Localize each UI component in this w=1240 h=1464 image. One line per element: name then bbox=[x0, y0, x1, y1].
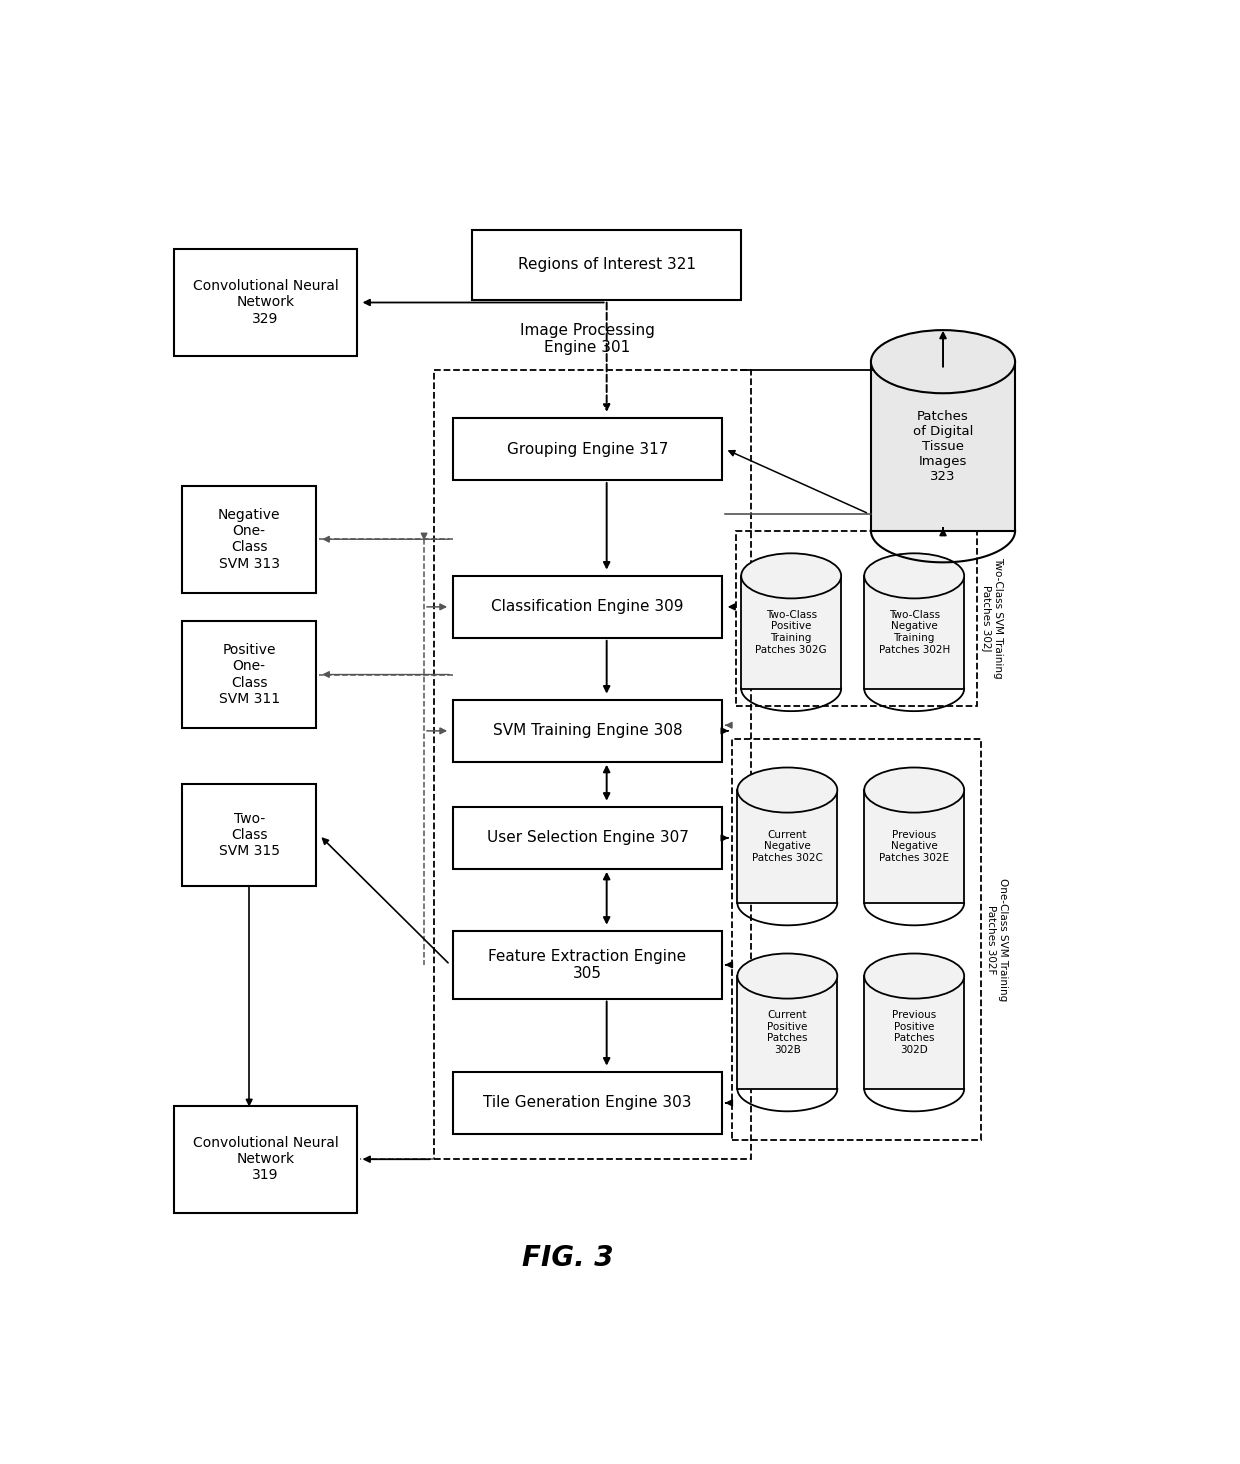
Bar bbox=[453, 1072, 722, 1133]
Text: Patches
of Digital
Tissue
Images
323: Patches of Digital Tissue Images 323 bbox=[913, 410, 973, 483]
Bar bbox=[864, 575, 965, 688]
Bar bbox=[453, 700, 722, 761]
Bar bbox=[864, 791, 965, 903]
Bar bbox=[738, 791, 837, 903]
Text: Negative
One-
Class
SVM 313: Negative One- Class SVM 313 bbox=[218, 508, 280, 571]
Bar bbox=[453, 419, 722, 480]
Ellipse shape bbox=[864, 553, 965, 599]
Ellipse shape bbox=[864, 953, 965, 998]
Text: Previous
Positive
Patches
302D: Previous Positive Patches 302D bbox=[892, 1010, 936, 1056]
Text: Two-Class
Negative
Training
Patches 302H: Two-Class Negative Training Patches 302H bbox=[879, 610, 950, 654]
Text: Current
Positive
Patches
302B: Current Positive Patches 302B bbox=[768, 1010, 807, 1056]
Ellipse shape bbox=[870, 329, 1016, 394]
Text: Two-Class
Positive
Training
Patches 302G: Two-Class Positive Training Patches 302G bbox=[755, 610, 827, 654]
Text: User Selection Engine 307: User Selection Engine 307 bbox=[486, 830, 688, 845]
Text: Positive
One-
Class
SVM 311: Positive One- Class SVM 311 bbox=[218, 643, 280, 706]
Text: Current
Negative
Patches 302C: Current Negative Patches 302C bbox=[751, 830, 823, 862]
Text: Two-
Class
SVM 315: Two- Class SVM 315 bbox=[218, 813, 280, 858]
Bar bbox=[182, 486, 316, 593]
Bar bbox=[174, 1105, 357, 1212]
Ellipse shape bbox=[738, 953, 837, 998]
Text: Classification Engine 309: Classification Engine 309 bbox=[491, 599, 683, 615]
Ellipse shape bbox=[738, 767, 837, 813]
Bar bbox=[434, 369, 750, 1158]
Bar bbox=[732, 739, 982, 1139]
Text: One-Class SVM Training
Patches 302F: One-Class SVM Training Patches 302F bbox=[986, 878, 1008, 1001]
Bar bbox=[870, 362, 1016, 531]
Ellipse shape bbox=[864, 767, 965, 813]
Text: Feature Extraction Engine
305: Feature Extraction Engine 305 bbox=[489, 949, 687, 981]
Bar bbox=[737, 531, 977, 706]
Text: SVM Training Engine 308: SVM Training Engine 308 bbox=[492, 723, 682, 738]
Bar bbox=[174, 249, 357, 356]
Bar bbox=[453, 807, 722, 870]
Ellipse shape bbox=[742, 553, 841, 599]
Text: Convolutional Neural
Network
329: Convolutional Neural Network 329 bbox=[192, 280, 339, 325]
Bar bbox=[453, 931, 722, 998]
Bar bbox=[738, 976, 837, 1089]
Bar bbox=[453, 575, 722, 638]
Text: Grouping Engine 317: Grouping Engine 317 bbox=[507, 442, 668, 457]
Text: Tile Generation Engine 303: Tile Generation Engine 303 bbox=[484, 1095, 692, 1110]
Text: Two-Class SVM Training
Patches 302J: Two-Class SVM Training Patches 302J bbox=[982, 558, 1003, 679]
Text: Convolutional Neural
Network
319: Convolutional Neural Network 319 bbox=[192, 1136, 339, 1183]
Text: FIG. 3: FIG. 3 bbox=[522, 1244, 614, 1272]
Text: Regions of Interest 321: Regions of Interest 321 bbox=[517, 258, 696, 272]
Bar bbox=[182, 621, 316, 728]
Bar bbox=[864, 976, 965, 1089]
Text: Previous
Negative
Patches 302E: Previous Negative Patches 302E bbox=[879, 830, 949, 862]
Bar bbox=[472, 230, 742, 300]
Bar bbox=[182, 785, 316, 886]
Text: Image Processing
Engine 301: Image Processing Engine 301 bbox=[520, 324, 655, 356]
Bar bbox=[742, 575, 841, 688]
